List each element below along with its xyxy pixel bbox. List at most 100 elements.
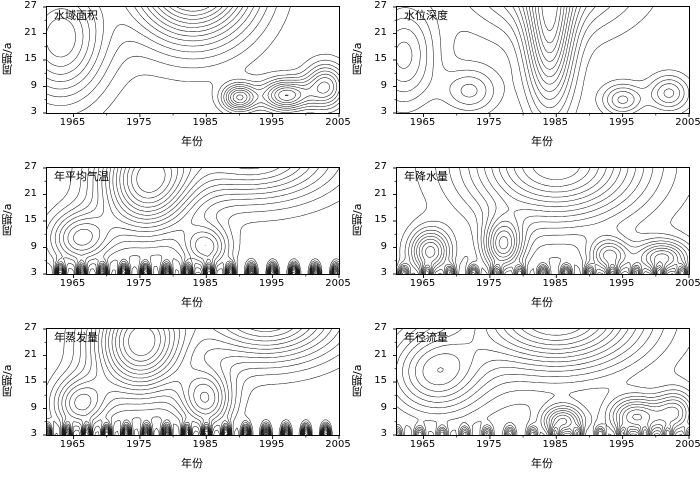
y-axis-label: 周期/a: [351, 42, 364, 76]
plot-area: 水域面积: [43, 6, 340, 117]
x-axis-ticks: 1965 1975 1985 1995 2005: [46, 117, 351, 129]
y-tick: 3: [380, 106, 387, 117]
x-tick: 2005: [675, 439, 700, 450]
y-tick: 3: [30, 106, 37, 117]
x-tick: 1995: [608, 278, 635, 289]
plot-area: 水位深度: [393, 6, 690, 117]
panel-runoff: 周期/a 27 21 15 9 3 年径流量 1965 1975 1985 19…: [350, 322, 700, 483]
x-tick: 1995: [258, 117, 285, 128]
x-tick: 1985: [192, 278, 219, 289]
y-tick: 15: [374, 53, 387, 64]
x-axis-label: 年份: [181, 135, 203, 148]
y-axis-label: 周期/a: [351, 364, 364, 398]
x-tick: 1965: [59, 278, 86, 289]
y-tick: 27: [374, 161, 387, 172]
y-axis-label: 周期/a: [1, 364, 14, 398]
y-axis-ticks: 27 21 15 9 3: [364, 1, 392, 117]
y-tick: 21: [24, 348, 37, 360]
x-axis-ticks: 1965 1975 1985 1995 2005: [396, 278, 700, 290]
y-tick: 21: [374, 187, 387, 199]
panel-title: 水位深度: [404, 9, 448, 22]
y-tick: 3: [30, 428, 37, 439]
y-axis-ticks: 27 21 15 9 3: [364, 323, 392, 439]
x-tick: 1965: [409, 278, 436, 289]
x-axis-label: 年份: [181, 296, 203, 309]
panel-title: 年蒸发量: [54, 331, 98, 344]
x-axis-ticks: 1965 1975 1985 1995 2005: [396, 117, 700, 129]
y-tick: 15: [374, 214, 387, 225]
panel-precipitation: 周期/a 27 21 15 9 3 年降水量 1965 1975 1985 19…: [350, 161, 700, 322]
y-axis-ticks: 27 21 15 9 3: [14, 323, 42, 439]
x-tick: 1965: [59, 439, 86, 450]
y-tick: 9: [380, 240, 387, 252]
contour-plot: [43, 328, 340, 439]
y-axis-ticks: 27 21 15 9 3: [14, 162, 42, 278]
x-tick: 1985: [542, 117, 569, 128]
contour-plot: [393, 6, 690, 117]
y-tick: 9: [30, 240, 37, 252]
y-tick: 21: [374, 348, 387, 360]
y-tick: 27: [24, 0, 37, 11]
x-tick: 2005: [675, 278, 700, 289]
x-tick: 2005: [325, 278, 351, 289]
contour-plot: [43, 6, 340, 117]
y-axis-label: 周期/a: [1, 42, 14, 76]
x-tick: 1965: [59, 117, 86, 128]
x-axis-label: 年份: [531, 135, 553, 148]
x-axis-ticks: 1965 1975 1985 1995 2005: [396, 439, 700, 451]
x-tick: 1985: [542, 439, 569, 450]
y-tick: 9: [380, 79, 387, 91]
y-tick: 15: [24, 214, 37, 225]
panel-title: 水域面积: [54, 9, 98, 22]
x-tick: 1995: [608, 117, 635, 128]
y-tick: 9: [380, 401, 387, 413]
contour-plot: [43, 167, 340, 278]
contour-plot: [393, 167, 690, 278]
y-tick: 21: [24, 26, 37, 38]
x-tick: 1995: [608, 439, 635, 450]
y-tick: 9: [30, 79, 37, 91]
x-tick: 2005: [325, 439, 351, 450]
x-tick: 2005: [325, 117, 351, 128]
x-axis-label: 年份: [181, 457, 203, 470]
y-tick: 3: [380, 267, 387, 278]
x-tick: 1995: [258, 439, 285, 450]
y-tick: 27: [374, 322, 387, 333]
x-tick: 1975: [126, 117, 152, 128]
x-tick: 1975: [126, 278, 152, 289]
y-tick: 27: [374, 0, 387, 11]
y-tick: 9: [30, 401, 37, 413]
y-axis-ticks: 27 21 15 9 3: [364, 162, 392, 278]
y-tick: 27: [24, 161, 37, 172]
panel-title: 年平均气温: [54, 170, 109, 183]
contour-plot: [393, 328, 690, 439]
x-tick: 1975: [476, 117, 502, 128]
y-tick: 15: [24, 375, 37, 386]
x-tick: 1965: [409, 439, 436, 450]
y-axis-label: 周期/a: [351, 203, 364, 237]
plot-area: 年降水量: [393, 167, 690, 278]
x-axis-ticks: 1965 1975 1985 1995 2005: [46, 278, 351, 290]
panel-evaporation: 周期/a 27 21 15 9 3 年蒸发量 1965 1975 1985 19…: [0, 322, 351, 483]
plot-area: 年径流量: [393, 328, 690, 439]
plot-area: 年蒸发量: [43, 328, 340, 439]
y-tick: 15: [24, 53, 37, 64]
x-tick: 1985: [192, 439, 219, 450]
x-tick: 1985: [542, 278, 569, 289]
y-axis-ticks: 27 21 15 9 3: [14, 1, 42, 117]
y-tick: 21: [374, 26, 387, 38]
x-axis-label: 年份: [531, 296, 553, 309]
panel-mean-temperature: 周期/a 27 21 15 9 3 年平均气温 1965 1975 1985 1…: [0, 161, 351, 322]
x-axis-label: 年份: [531, 457, 553, 470]
y-tick: 21: [24, 187, 37, 199]
y-tick: 27: [24, 322, 37, 333]
y-axis-label: 周期/a: [1, 203, 14, 237]
y-tick: 15: [374, 375, 387, 386]
x-tick: 1975: [126, 439, 152, 450]
x-tick: 1975: [476, 439, 502, 450]
panel-title: 年降水量: [404, 170, 448, 183]
x-tick: 2005: [675, 117, 700, 128]
panel-water-depth: 周期/a 27 21 15 9 3 水位深度 1965 1975 1985 19…: [350, 0, 700, 161]
panel-title: 年径流量: [404, 331, 448, 344]
